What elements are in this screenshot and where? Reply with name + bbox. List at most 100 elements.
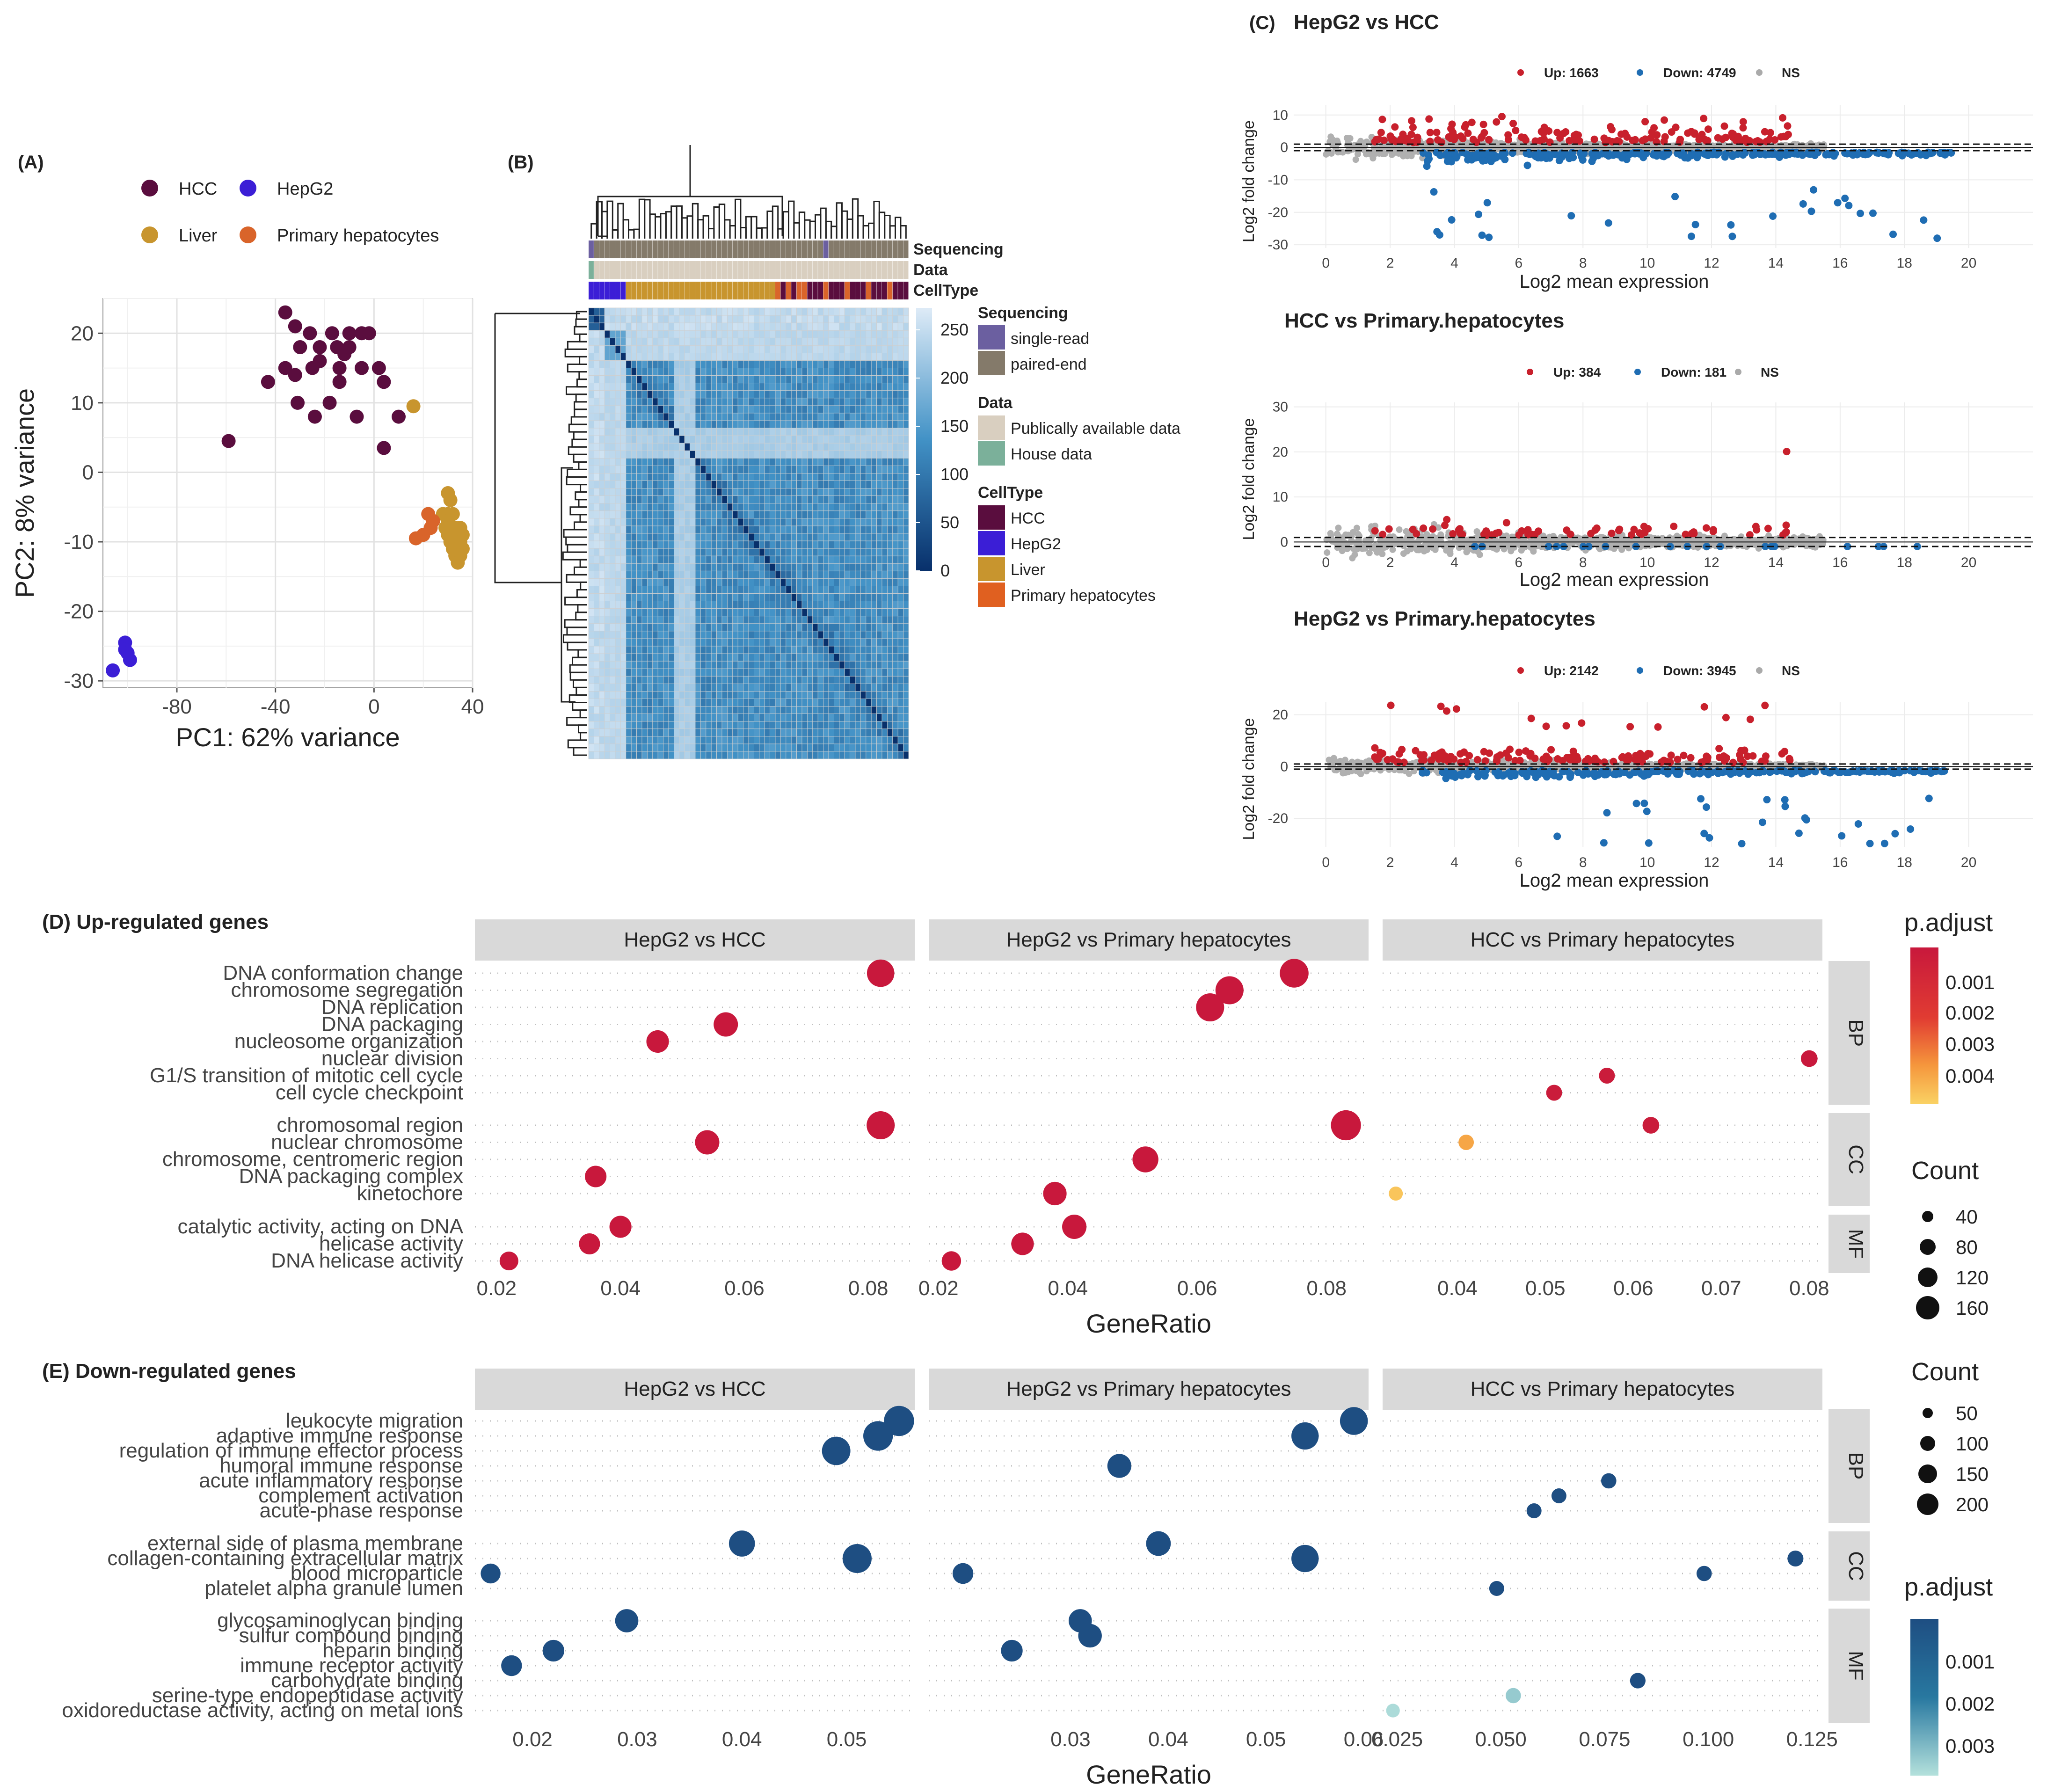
heatmap-cell xyxy=(786,473,792,481)
heatmap-cell xyxy=(876,315,882,323)
heatmap-cell xyxy=(636,668,642,677)
heatmap-cell xyxy=(807,653,813,662)
heatmap-cell xyxy=(594,368,600,376)
heatmap-cell xyxy=(615,481,621,488)
heatmap-cell xyxy=(796,443,802,451)
heatmap-cell xyxy=(690,623,696,632)
heatmap-cell xyxy=(732,706,738,714)
heatmap-cell xyxy=(780,443,787,451)
heatmap-cell xyxy=(615,548,621,556)
heatmap-cell xyxy=(786,608,792,617)
heatmap-cell xyxy=(599,533,605,541)
heatmap-cell xyxy=(737,330,743,338)
heatmap-cell xyxy=(663,458,669,466)
heatmap-cell xyxy=(834,503,840,511)
heatmap-cell xyxy=(588,699,594,707)
heatmap-cell xyxy=(823,736,829,744)
heatmap-cell xyxy=(887,601,893,609)
heatmap-cell xyxy=(652,721,658,729)
heatmap-cell xyxy=(657,383,663,391)
heatmap-cell xyxy=(807,510,813,519)
heatmap-cell xyxy=(711,586,717,594)
heatmap-cell xyxy=(615,450,621,459)
heatmap-cell xyxy=(850,563,856,571)
heatmap-cell xyxy=(599,518,605,526)
heatmap-cell xyxy=(636,488,642,496)
heatmap-cell xyxy=(610,495,616,504)
legend-swatch-primary-hepatocytes xyxy=(240,226,256,243)
heatmap-cell xyxy=(684,533,690,541)
heatmap-cell xyxy=(855,533,861,541)
heatmap-cell xyxy=(850,728,856,737)
heatmap-cell xyxy=(786,728,792,737)
heatmap-cell xyxy=(636,743,642,752)
heatmap-cell xyxy=(711,691,717,699)
heatmap-cell xyxy=(647,473,653,481)
heatmap-cell xyxy=(817,661,823,669)
heatmap-cell xyxy=(897,728,903,737)
heatmap-cell xyxy=(721,428,728,436)
heatmap-cell xyxy=(897,608,903,617)
heatmap-cell xyxy=(887,661,893,669)
heatmap-cell xyxy=(807,481,813,488)
heatmap-cell xyxy=(743,481,749,488)
heatmap-cell xyxy=(828,683,834,692)
heatmap-cell xyxy=(844,375,850,384)
heatmap-cell xyxy=(780,668,787,677)
heatmap-cell xyxy=(716,420,722,429)
heatmap-cell xyxy=(801,525,808,534)
heatmap-cell xyxy=(855,540,861,549)
heatmap-cell xyxy=(881,563,888,571)
heatmap-cell xyxy=(679,714,685,722)
heatmap-cell xyxy=(610,683,616,692)
heatmap-cell xyxy=(812,533,818,541)
heatmap-cell xyxy=(727,383,733,391)
heatmap-cell xyxy=(759,676,765,684)
heatmap-cell xyxy=(823,360,829,368)
heatmap-cell xyxy=(711,390,717,399)
heatmap-cell xyxy=(695,586,701,594)
heatmap-cell xyxy=(892,473,898,481)
heatmap-cell xyxy=(721,307,728,316)
heatmap-cell xyxy=(594,315,600,323)
heatmap-cell xyxy=(817,683,823,692)
annotation-sequencing-cell xyxy=(732,240,738,258)
heatmap-cell xyxy=(887,420,893,429)
heatmap-cell xyxy=(876,728,882,737)
heatmap-cell xyxy=(684,706,690,714)
heatmap-cell xyxy=(604,661,610,669)
heatmap-cell xyxy=(844,721,850,729)
heatmap-cell xyxy=(834,743,840,752)
heatmap-cell xyxy=(641,495,648,504)
heatmap-cell xyxy=(647,450,653,459)
heatmap-cell xyxy=(668,481,674,488)
legend-label-celltype: Liver xyxy=(1011,561,1045,579)
heatmap-cell xyxy=(897,495,903,504)
heatmap-cell xyxy=(674,353,680,361)
heatmap-cell xyxy=(786,420,792,429)
heatmap-cell xyxy=(647,375,653,384)
heatmap-cell xyxy=(706,563,712,571)
heatmap-cell xyxy=(791,488,797,496)
heatmap-cell xyxy=(844,563,850,571)
heatmap-cell xyxy=(786,330,792,338)
heatmap-cell xyxy=(887,533,893,541)
heatmap-cell xyxy=(780,586,787,594)
heatmap-cell xyxy=(610,586,616,594)
heatmap-cell xyxy=(839,751,845,759)
heatmap-cell xyxy=(823,353,829,361)
heatmap-cell xyxy=(812,503,818,511)
heatmap-cell xyxy=(866,398,872,406)
heatmap-cell xyxy=(786,533,792,541)
heatmap-cell xyxy=(812,570,818,579)
heatmap-cell xyxy=(780,322,787,331)
heatmap-cell xyxy=(823,398,829,406)
heatmap-cell xyxy=(897,743,903,752)
heatmap-cell xyxy=(828,570,834,579)
heatmap-cell xyxy=(620,548,626,556)
annotation-data-cell xyxy=(700,261,706,279)
heatmap-cell xyxy=(770,661,776,669)
heatmap-cell xyxy=(647,330,653,338)
heatmap-cell xyxy=(647,345,653,353)
heatmap-cell xyxy=(770,601,776,609)
